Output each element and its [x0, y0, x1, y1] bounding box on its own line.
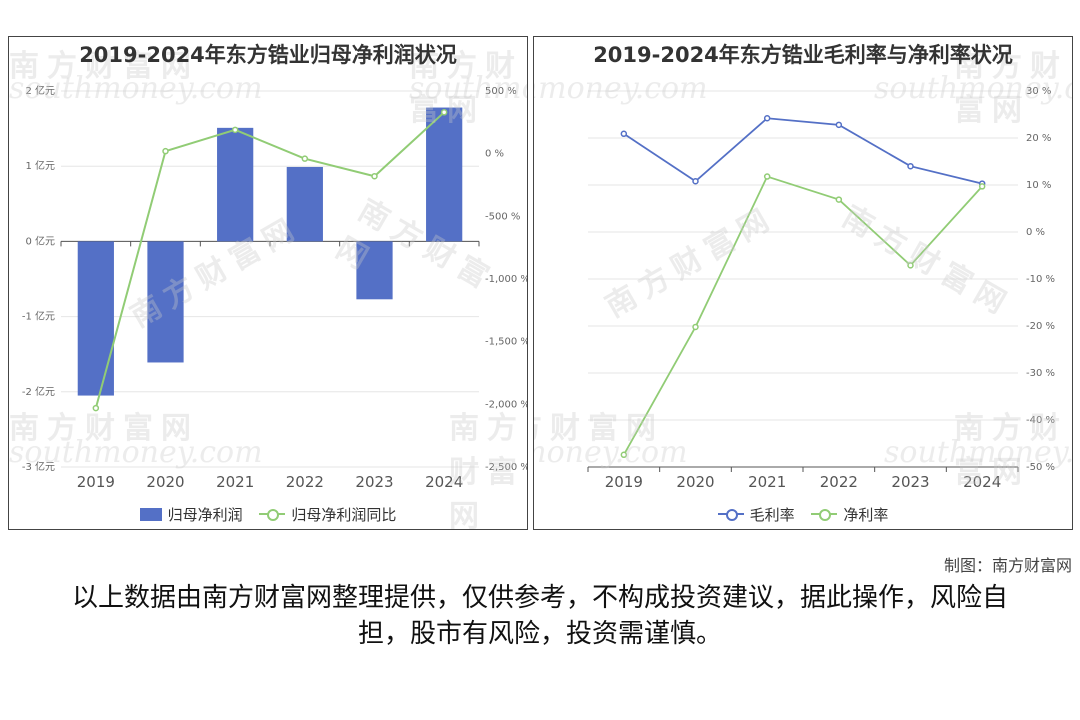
line-swatch-icon — [717, 507, 744, 521]
x-tick-label: 2022 — [286, 473, 324, 491]
bar-net-profit-2024 — [426, 107, 463, 242]
y-right-tick-label: -500 % — [485, 211, 520, 222]
x-tick-label: 2020 — [676, 473, 714, 491]
bar-net-profit-2021 — [217, 127, 254, 242]
bar-net-profit-2019 — [77, 241, 114, 396]
x-tick-label: 2021 — [216, 473, 254, 491]
bar-net-profit-2022 — [286, 166, 323, 242]
yoy-point-2022 — [301, 155, 309, 162]
y-right-tick-label: 500 % — [485, 86, 517, 97]
y-left-tick-label: -3 亿元 — [22, 460, 55, 473]
y-right-tick-label: 10 % — [1026, 180, 1051, 191]
gross-margin-point-2019 — [620, 130, 628, 138]
net-margin-point-2019 — [620, 451, 628, 459]
legend-label: 毛利率 — [749, 505, 795, 524]
gross-margin-point-2023 — [907, 162, 914, 170]
y-right-tick-label: 0 % — [485, 149, 504, 160]
gross-margin-point-2022 — [835, 121, 843, 129]
bar-net-profit-2020 — [147, 241, 184, 363]
chart-title: 2019-2024年东方锆业毛利率与净利率状况 — [593, 43, 1013, 67]
margin-chart: 2019-2024年东方锆业毛利率与净利率状况 30 % 20 % 10 % 0 % -… — [533, 36, 1073, 530]
chart-legend: 毛利率 净利率 — [534, 504, 1072, 526]
yoy-point-2020 — [162, 147, 169, 155]
yoy-point-2024 — [440, 109, 448, 116]
y-right-tick-label: -20 % — [1026, 321, 1055, 332]
gross-margin-point-2021 — [763, 115, 771, 122]
net-margin-line — [623, 175, 983, 456]
yoy-point-2021 — [231, 126, 239, 134]
x-tick-label: 2024 — [425, 473, 463, 491]
legend-item-gross-margin[interactable]: 毛利率 — [717, 504, 795, 525]
x-tick-label: 2022 — [820, 473, 858, 491]
y-left-tick-label: 2 亿元 — [25, 84, 55, 97]
x-tick-label: 2020 — [146, 473, 184, 491]
x-tick-label: 2019 — [77, 473, 115, 491]
x-tick-label: 2023 — [891, 473, 929, 491]
y-right-tick-label: -2,500 % — [485, 462, 528, 473]
yoy-line — [94, 111, 445, 409]
y-left-tick-label: 1 亿元 — [25, 159, 55, 172]
y-right-tick-label: -30 % — [1026, 368, 1055, 379]
legend-item-net-profit[interactable]: 归母净利润 — [139, 504, 243, 525]
net-profit-plot: 2 亿元 1 亿元 0 亿元 -1 亿元 -2 亿元 -3 亿元 500 % 0 % -500 … — [22, 84, 528, 491]
gross-margin-point-2020 — [692, 177, 699, 185]
x-tick-label: 2024 — [963, 473, 1001, 491]
y-right-tick-label: -40 % — [1026, 415, 1055, 426]
line-swatch-icon — [259, 507, 286, 521]
x-tick-label: 2023 — [355, 473, 393, 491]
chart-legend: 归母净利润 归母净利润同比 — [9, 504, 527, 526]
y-right-tick-label: 20 % — [1026, 133, 1051, 144]
y-right-tick-label: -1,000 % — [485, 274, 528, 285]
disclaimer-text: 以上数据由南方财富网整理提供，仅供参考，不构成投资建议，据此操作，风险自担，股市… — [71, 583, 1008, 649]
y-right-tick-label: 30 % — [1026, 86, 1051, 97]
net-margin-point-2021 — [763, 173, 771, 180]
y-left-tick-label: -1 亿元 — [22, 310, 55, 323]
legend-label: 归母净利润 — [167, 506, 243, 524]
y-left-tick-label: 0 亿元 — [25, 234, 55, 247]
x-tick-label: 2021 — [748, 473, 786, 491]
net-profit-chart: 2019-2024年东方锆业归母净利润状况 2 亿元 1 亿元 0 亿元 -1 亿元 -… — [8, 36, 528, 530]
x-tick-label: 2019 — [605, 473, 643, 491]
y-right-tick-label: 0 % — [1026, 227, 1045, 238]
net-margin-point-2023 — [907, 262, 914, 269]
chart-title: 2019-2024年东方锆业归母净利润状况 — [79, 43, 457, 67]
margin-plot: 30 % 20 % 10 % 0 % -10 % -20 % -30 % -40 % -50 %… — [587, 86, 1055, 491]
net-margin-point-2022 — [835, 196, 843, 203]
y-left-tick-label: -2 亿元 — [22, 385, 55, 398]
y-right-tick-label: -10 % — [1026, 274, 1055, 285]
legend-item-net-margin[interactable]: 净利率 — [811, 504, 888, 525]
chart-source: 制图：南方财富网 — [943, 556, 1072, 575]
yoy-point-2023 — [371, 172, 378, 180]
net-margin-point-2024 — [978, 183, 986, 190]
gross-margin-line — [623, 117, 983, 185]
legend-item-net-profit-yoy[interactable]: 归母净利润同比 — [259, 504, 396, 525]
legend-label: 净利率 — [843, 505, 889, 524]
net-margin-point-2020 — [692, 323, 699, 331]
line-swatch-icon — [811, 507, 838, 521]
legend-label: 归母净利润同比 — [291, 505, 397, 524]
y-right-tick-label: -1,500 % — [485, 337, 528, 348]
y-right-tick-label: -2,000 % — [485, 399, 528, 410]
bar-net-profit-2023 — [356, 241, 393, 300]
y-right-tick-label: -50 % — [1026, 462, 1055, 473]
yoy-point-2019 — [92, 404, 100, 412]
bar-swatch-icon — [139, 508, 162, 521]
